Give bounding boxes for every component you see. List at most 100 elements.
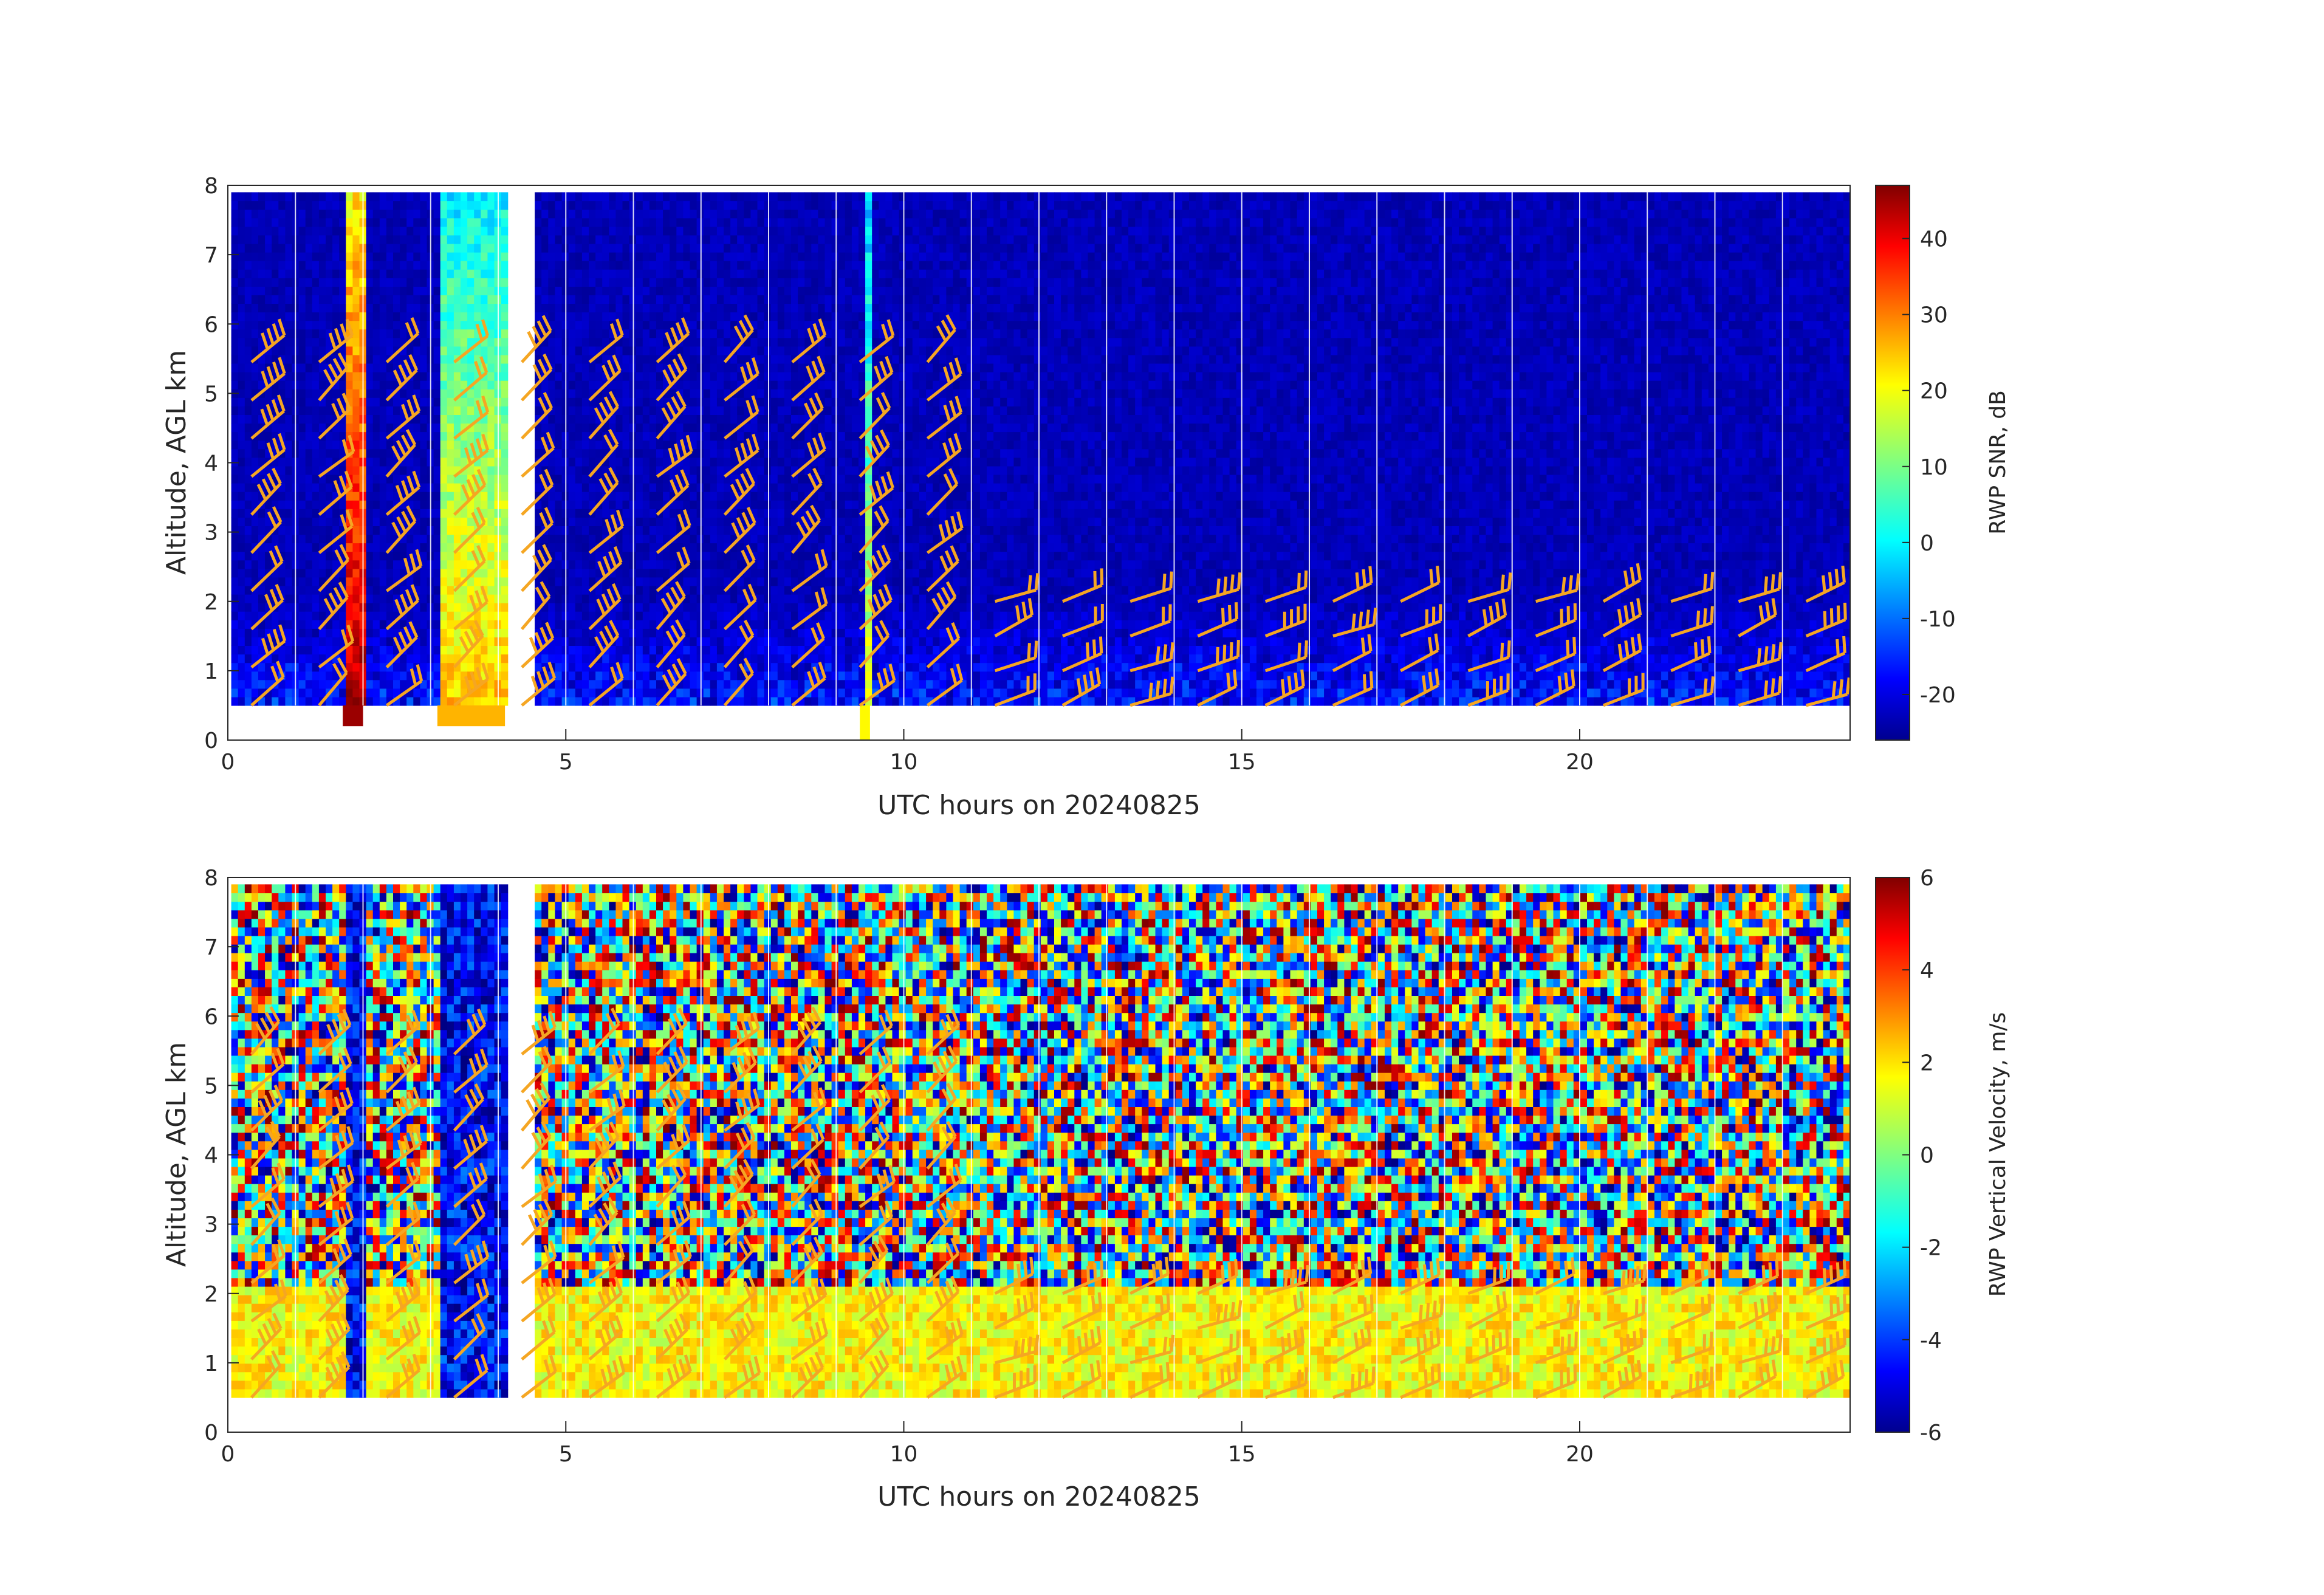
heatmap-cell [683, 603, 691, 612]
heatmap-cell [481, 346, 488, 355]
heatmap-cell [770, 679, 778, 689]
heatmap-cell [663, 517, 670, 526]
heatmap-cell [372, 235, 380, 244]
heatmap-cell [400, 269, 407, 278]
heatmap-cell [318, 406, 326, 415]
heatmap-cell [784, 423, 792, 433]
heatmap-cell [400, 278, 407, 287]
heatmap-cell [670, 261, 677, 270]
heatmap-cell [366, 457, 374, 467]
heatmap-cell [690, 688, 698, 698]
heatmap-cell [420, 679, 428, 689]
heatmap-cell [352, 671, 360, 681]
heatmap-cell [461, 337, 468, 347]
heatmap-cell [656, 380, 663, 389]
heatmap-cell [798, 320, 805, 330]
heatmap-cell [770, 252, 778, 261]
heatmap-cell [602, 363, 609, 372]
heatmap-cell [663, 312, 670, 321]
heatmap-cell [622, 620, 630, 629]
heatmap-cell [238, 645, 245, 655]
heatmap-cell [251, 192, 259, 202]
heatmap-cell [609, 329, 616, 338]
heatmap-cell [710, 363, 718, 372]
heatmap-cell [420, 372, 428, 381]
heatmap-cell [231, 252, 239, 261]
heatmap-cell [548, 269, 555, 278]
heatmap-cell [750, 603, 758, 612]
heatmap-cell [420, 585, 428, 595]
heatmap-cell [690, 329, 698, 338]
heatmap-cell [231, 628, 239, 637]
heatmap-cell [231, 312, 239, 321]
heatmap-cell [318, 603, 326, 612]
heatmap-cell [285, 577, 293, 586]
heatmap-cell [481, 440, 488, 450]
heatmap-cell [548, 431, 555, 441]
heatmap-cell [298, 620, 306, 629]
heatmap-cell [656, 526, 663, 535]
heatmap-cell [656, 603, 663, 612]
heatmap-cell [791, 406, 798, 415]
heatmap-cell [663, 209, 670, 219]
heatmap-cell [339, 209, 346, 219]
heatmap-cell [272, 218, 279, 227]
heatmap-cell [811, 492, 818, 501]
heatmap-cell [487, 389, 495, 398]
heatmap-cell [764, 363, 772, 372]
heatmap-cell [696, 278, 704, 287]
heatmap-cell [703, 654, 711, 664]
heatmap-cell [352, 261, 360, 270]
heatmap-cell [656, 457, 663, 467]
heatmap-cell [804, 243, 812, 253]
heatmap-cell [730, 303, 738, 313]
heatmap-cell [453, 568, 461, 578]
heatmap-cell [346, 380, 353, 389]
heatmap-cell [690, 620, 698, 629]
heatmap-cell [642, 560, 650, 569]
heatmap-cell [737, 406, 744, 415]
heatmap-cell [285, 440, 293, 450]
heatmap-cell [298, 492, 306, 501]
heatmap-cell [737, 671, 744, 681]
heatmap-cell [744, 337, 751, 347]
heatmap-cell [622, 611, 630, 620]
heatmap-cell [278, 226, 286, 236]
heatmap-cell [575, 380, 583, 389]
heatmap-cell [265, 500, 272, 509]
heatmap-cell [440, 243, 448, 253]
heatmap-cell [770, 492, 778, 501]
heatmap-cell [440, 679, 448, 689]
heatmap-cell [716, 261, 724, 270]
heatmap-cell [622, 679, 630, 689]
heatmap-cell [615, 346, 623, 355]
heatmap-cell [636, 354, 643, 364]
heatmap-cell [595, 380, 603, 389]
heatmap-cell [703, 397, 711, 406]
heatmap-cell [379, 474, 387, 484]
heatmap-cell [555, 320, 563, 330]
heatmap-cell [440, 201, 448, 210]
heatmap-cell [467, 201, 475, 210]
heatmap-cell [710, 286, 718, 295]
heatmap-cell [703, 611, 711, 620]
heatmap-cell [757, 252, 765, 261]
heatmap-cell [770, 389, 778, 398]
heatmap-cell [244, 320, 252, 330]
heatmap-cell [670, 320, 677, 330]
heatmap-cell [244, 218, 252, 227]
heatmap-cell [676, 645, 684, 655]
heatmap-cell [710, 500, 718, 509]
heatmap-cell [318, 654, 326, 664]
heatmap-cell [420, 603, 428, 612]
heatmap-cell [737, 192, 744, 202]
heatmap-cell [595, 431, 603, 441]
heatmap-cell [258, 278, 266, 287]
heatmap-cell [231, 492, 239, 501]
heatmap-cell [251, 577, 259, 586]
heatmap-cell [737, 603, 744, 612]
heatmap-cell [400, 337, 407, 347]
heatmap-cell [581, 457, 589, 467]
heatmap-cell [804, 603, 812, 612]
heatmap-cell [346, 243, 353, 253]
